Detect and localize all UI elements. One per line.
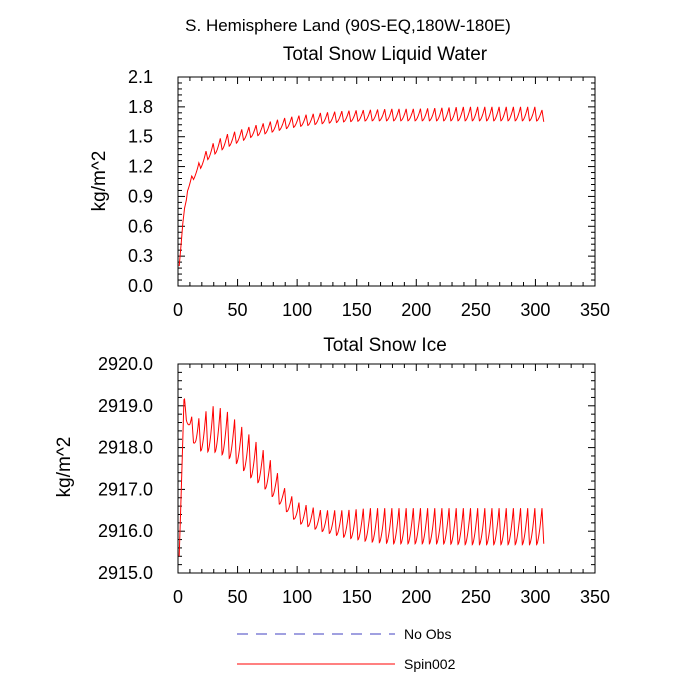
panel-title-liquid-water: Total Snow Liquid Water xyxy=(283,44,488,65)
y-tick-label: 1.5 xyxy=(128,127,153,147)
x-tick-label: 150 xyxy=(342,300,372,320)
x-tick-label: 150 xyxy=(342,587,372,607)
y-tick-label: 2918.0 xyxy=(98,438,153,458)
y-tick-label: 1.8 xyxy=(128,97,153,117)
y-tick-label: 2915.0 xyxy=(98,563,153,583)
y-tick-label: 0.0 xyxy=(128,276,153,296)
panel-title-snow-ice: Total Snow Ice xyxy=(323,335,447,356)
x-tick-label: 250 xyxy=(461,587,491,607)
x-tick-label: 300 xyxy=(520,300,550,320)
y-axis-label-liquid-water: kg/m^2 xyxy=(89,151,110,212)
y-tick-label: 0.6 xyxy=(128,216,153,236)
y-axis-label-snow-ice: kg/m^2 xyxy=(54,437,75,498)
y-tick-label: 0.3 xyxy=(128,246,153,266)
x-tick-label: 250 xyxy=(461,300,491,320)
y-tick-label: 2919.0 xyxy=(98,396,153,416)
series-line-spin002 xyxy=(178,398,545,557)
legend: No Obs Spin002 xyxy=(237,626,456,672)
plot-frame xyxy=(177,363,596,574)
x-tick-label: 100 xyxy=(282,300,312,320)
x-tick-label: 350 xyxy=(580,587,610,607)
x-tick-label: 200 xyxy=(401,300,431,320)
x-tick-label: 50 xyxy=(228,587,248,607)
panel-snow-liquid-water: Total Snow Liquid Water kg/m^2 0 50 100 150… xyxy=(89,44,610,320)
y-tick-label: 2.1 xyxy=(128,67,153,87)
x-tick-label: 50 xyxy=(228,300,248,320)
x-tick-label: 0 xyxy=(173,587,183,607)
x-tick-label: 300 xyxy=(520,587,550,607)
figure-title: S. Hemisphere Land (90S-EQ,180W-180E) xyxy=(185,16,511,35)
panel-snow-ice: Total Snow Ice kg/m^2 0 50 100 150 200 250 300… xyxy=(54,335,610,607)
legend-label-spin002: Spin002 xyxy=(404,656,456,672)
x-tick-label: 0 xyxy=(173,300,183,320)
y-tick-label: 1.2 xyxy=(128,157,153,177)
y-tick-label: 2920.0 xyxy=(98,354,153,374)
y-tick-label: 2916.0 xyxy=(98,521,153,541)
x-tick-label: 100 xyxy=(282,587,312,607)
y-tick-label: 0.9 xyxy=(128,186,153,206)
legend-label-no-obs: No Obs xyxy=(404,626,451,642)
x-tick-label: 350 xyxy=(580,300,610,320)
y-tick-label: 2917.0 xyxy=(98,479,153,499)
x-tick-label: 200 xyxy=(401,587,431,607)
plot-frame xyxy=(177,76,596,287)
series-line-spin002 xyxy=(178,106,545,267)
